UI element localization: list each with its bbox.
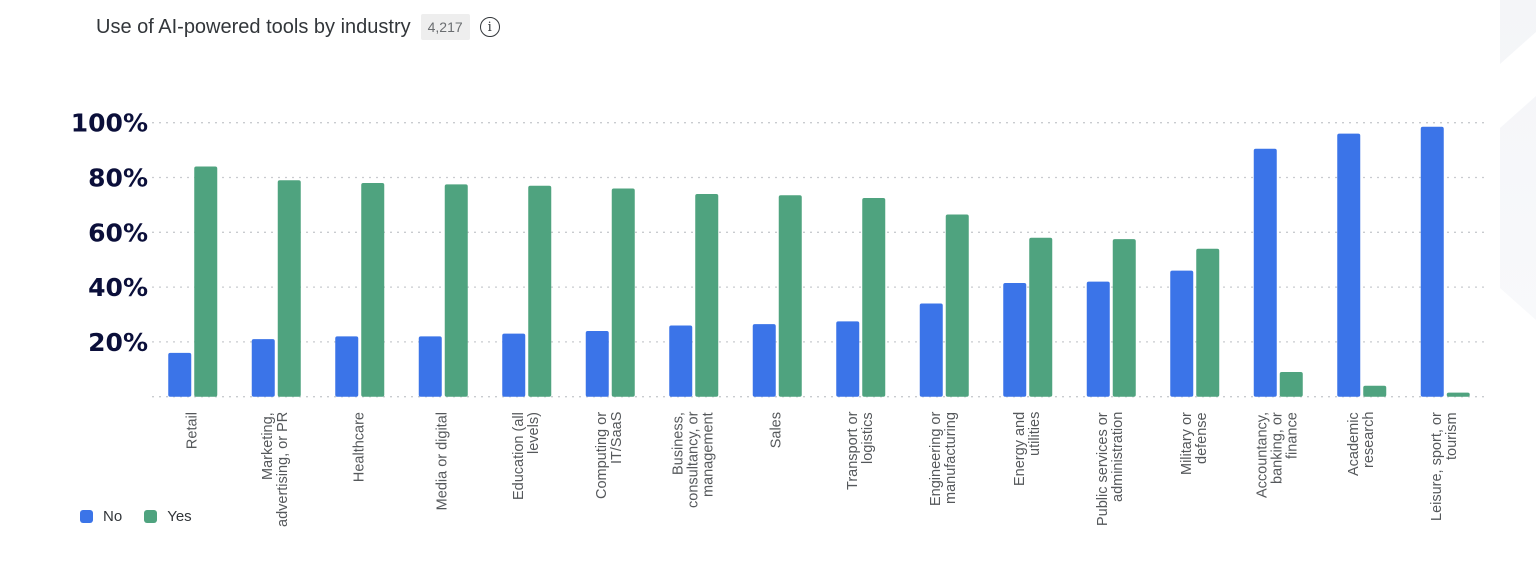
response-count-badge: 4,217 bbox=[420, 14, 470, 40]
x-tick-label: Leisure, sport, or tourism bbox=[1429, 412, 1461, 521]
bar-yes[interactable] bbox=[611, 188, 635, 397]
bar-yes[interactable] bbox=[277, 180, 301, 397]
bar-yes[interactable] bbox=[1029, 237, 1053, 397]
legend-label-yes: Yes bbox=[167, 508, 192, 525]
x-tick-label: Academic research bbox=[1345, 412, 1377, 476]
bar-yes[interactable] bbox=[444, 184, 468, 397]
bar-yes[interactable] bbox=[1279, 372, 1303, 397]
y-tick-label: 20% bbox=[88, 328, 148, 357]
bar-no[interactable] bbox=[919, 303, 943, 397]
bar-no[interactable] bbox=[1337, 133, 1361, 397]
bar-no[interactable] bbox=[752, 324, 776, 397]
x-tick-label: Business, consultancy, or management bbox=[670, 412, 717, 509]
bar-no[interactable] bbox=[1003, 282, 1027, 397]
bar-no[interactable] bbox=[335, 336, 359, 397]
chart-title: Use of AI-powered tools by industry bbox=[96, 15, 411, 38]
x-tick-label: Public services or administration bbox=[1095, 412, 1127, 526]
bar-yes[interactable] bbox=[1196, 248, 1220, 397]
x-tick-label: Accountancy, banking, or finance bbox=[1254, 412, 1301, 498]
legend-label-no: No bbox=[103, 508, 123, 525]
bar-no[interactable] bbox=[1420, 126, 1444, 397]
bar-no[interactable] bbox=[251, 339, 275, 397]
x-tick-label: Energy and utilities bbox=[1011, 412, 1043, 487]
legend-swatch-yes bbox=[144, 510, 158, 523]
bar-yes[interactable] bbox=[862, 198, 886, 397]
x-tick-label: Military or defense bbox=[1178, 412, 1210, 475]
bar-no[interactable] bbox=[836, 321, 860, 397]
bar-yes[interactable] bbox=[528, 185, 552, 397]
legend-item-no[interactable]: No bbox=[80, 508, 122, 525]
x-tick-label: Computing or IT/SaaS bbox=[594, 412, 626, 500]
x-tick-label: Healthcare bbox=[351, 412, 368, 483]
bar-yes[interactable] bbox=[361, 182, 385, 397]
y-tick-label: 100% bbox=[71, 109, 148, 138]
bar-yes[interactable] bbox=[695, 193, 719, 397]
bar-yes[interactable] bbox=[194, 166, 218, 397]
bar-yes[interactable] bbox=[1112, 239, 1136, 397]
bar-yes[interactable] bbox=[1446, 392, 1470, 397]
bar-no[interactable] bbox=[418, 336, 442, 397]
bar-no[interactable] bbox=[168, 352, 192, 397]
x-tick-label: Marketing, advertising, or PR bbox=[260, 412, 292, 528]
bar-yes[interactable] bbox=[1363, 385, 1387, 397]
legend-swatch-no bbox=[80, 510, 93, 523]
bar-no[interactable] bbox=[1253, 148, 1277, 397]
x-tick-label: Transport or logistics bbox=[844, 412, 876, 491]
bar-yes[interactable] bbox=[778, 195, 802, 397]
x-tick-label: Sales bbox=[768, 412, 785, 449]
x-tick-label: Education (all levels) bbox=[510, 412, 542, 500]
x-tick-label: Engineering or manufacturing bbox=[928, 412, 960, 507]
bar-no[interactable] bbox=[502, 333, 526, 397]
bar-no[interactable] bbox=[1170, 270, 1194, 397]
legend-item-yes[interactable]: Yes bbox=[144, 508, 192, 525]
legend: No Yes bbox=[80, 508, 192, 525]
bar-no[interactable] bbox=[1086, 281, 1110, 397]
y-tick-label: 40% bbox=[88, 273, 148, 302]
bar-yes[interactable] bbox=[945, 214, 969, 397]
chart-header: Use of AI-powered tools by industry 4,21… bbox=[96, 14, 500, 40]
bar-no[interactable] bbox=[669, 325, 693, 397]
y-tick-label: 60% bbox=[88, 218, 148, 247]
bar-no[interactable] bbox=[585, 330, 609, 397]
x-tick-label: Media or digital bbox=[434, 412, 451, 511]
x-tick-label: Retail bbox=[184, 412, 201, 450]
y-tick-label: 80% bbox=[88, 164, 148, 193]
info-icon[interactable]: i bbox=[479, 17, 500, 37]
